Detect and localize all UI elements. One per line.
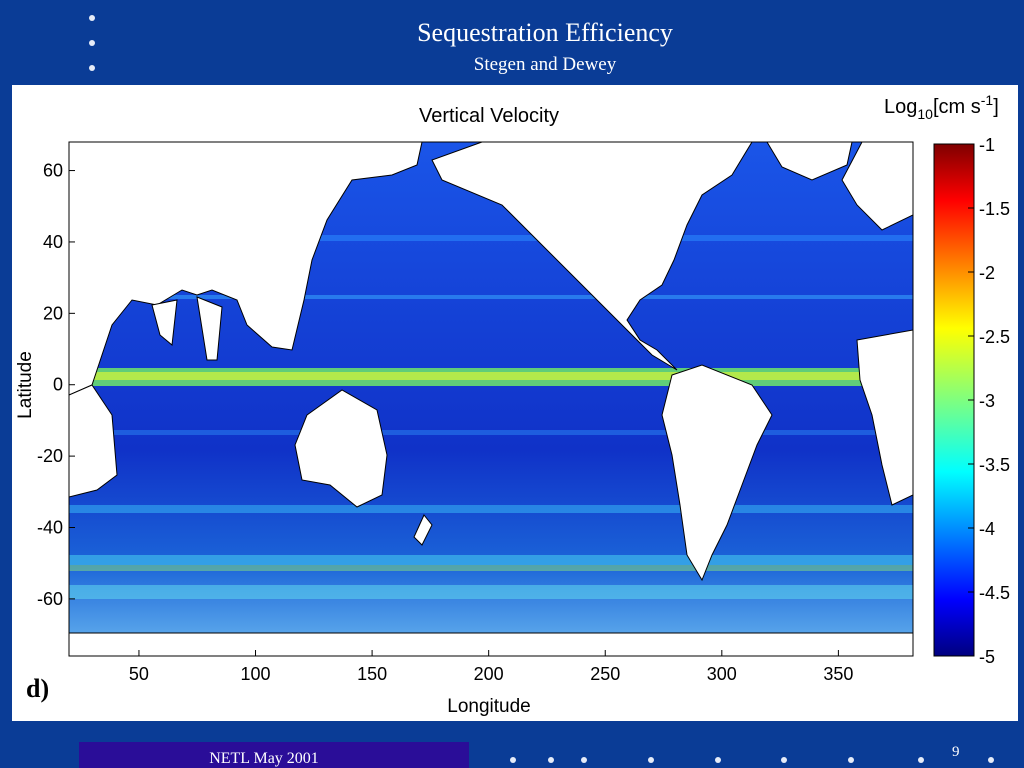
x-tick-label: 350: [823, 664, 853, 684]
land-africa: [69, 384, 118, 498]
bullet-dot: [648, 757, 654, 763]
y-tick-label: 0: [53, 375, 63, 395]
page-number: 9: [952, 744, 960, 760]
land-south-america: [661, 364, 773, 582]
chart-title: Vertical Velocity: [419, 105, 559, 127]
colorbar-tick-label: -3.5: [979, 455, 1010, 475]
x-tick-label: 100: [240, 664, 270, 684]
land-australia: [294, 389, 388, 508]
land-eurasia: [69, 142, 423, 396]
slide-subtitle: Stegen and Dewey: [473, 54, 617, 75]
heatmap-plot-area: [69, 142, 913, 656]
bullet-dot: [781, 757, 787, 763]
y-tick-label: 40: [43, 232, 63, 252]
colorbar-label: Log10[cm s-1]: [884, 92, 999, 122]
y-tick-label: -60: [37, 589, 63, 609]
y-tick-label: -40: [37, 518, 63, 538]
y-tick-label: 20: [43, 303, 63, 323]
slide-title: Sequestration Efficiency: [417, 18, 673, 47]
y-axis-label: Latitude: [15, 351, 36, 419]
x-axis-ticks: 50 100 150 200 250 300 350: [129, 650, 853, 684]
bullet-dot: [715, 757, 721, 763]
x-tick-label: 150: [357, 664, 387, 684]
land-africa-east: [856, 329, 913, 506]
bullet-dot: [918, 757, 924, 763]
ocean-texture: [69, 235, 913, 599]
plot-frame: [68, 141, 914, 657]
colorbar-tick-label: -4.5: [979, 583, 1010, 603]
land-masses: [69, 142, 913, 656]
x-tick-label: 50: [129, 664, 149, 684]
vertical-velocity-chart: Vertical Velocity: [15, 92, 1010, 717]
x-tick-label: 300: [707, 664, 737, 684]
y-axis-ticks: 60 40 20 0 -20 -40 -60: [37, 161, 75, 609]
colorbar-tick-label: -5: [979, 647, 995, 667]
colorbar: [933, 143, 975, 657]
bullet-dot: [848, 757, 854, 763]
bullet-dot: [581, 757, 587, 763]
x-tick-label: 200: [474, 664, 504, 684]
colorbar-tick-label: -2.5: [979, 327, 1010, 347]
figure-panel: Vertical Velocity: [12, 85, 1018, 721]
x-tick-label: 250: [590, 664, 620, 684]
bullet-dot: [548, 757, 554, 763]
footer-box: NETL May 2001: [79, 742, 469, 768]
colorbar-tick-label: -3: [979, 391, 995, 411]
y-tick-label: 60: [43, 161, 63, 181]
colorbar-tick-label: -4: [979, 519, 995, 539]
colorbar-tick-label: -1.5: [979, 199, 1010, 219]
panel-label: d): [26, 674, 49, 703]
y-tick-label: -20: [37, 446, 63, 466]
footer-text: NETL May 2001: [209, 750, 319, 767]
colorbar-tick-label: -1: [979, 135, 995, 155]
x-axis-label: Longitude: [447, 696, 530, 717]
land-north-america: [431, 142, 753, 371]
bullet-dot: [510, 757, 516, 763]
colorbar-ticks: -1 -1.5 -2 -2.5 -3 -3.5 -4 -4.5 -5: [968, 135, 1010, 667]
colorbar-tick-label: -2: [979, 263, 995, 283]
bullet-dot: [988, 757, 994, 763]
